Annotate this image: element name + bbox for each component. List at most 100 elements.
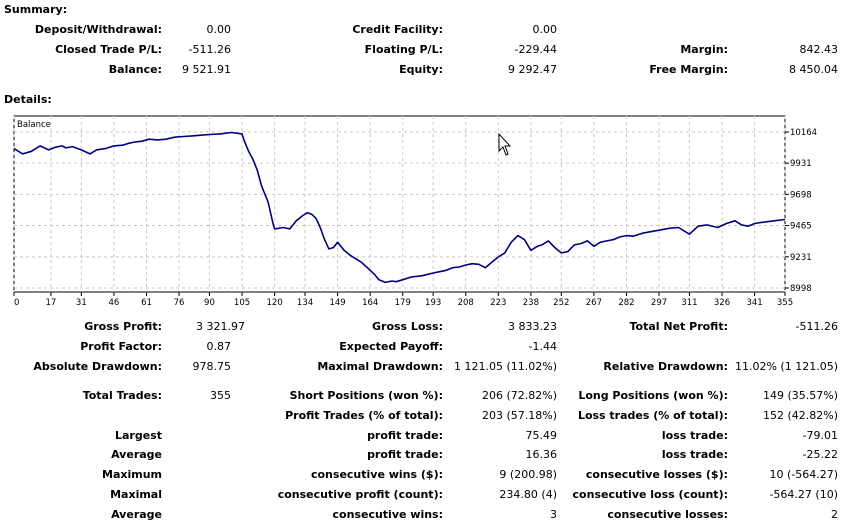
group-label-2: loss trade:	[661, 429, 728, 442]
expected-payoff-value: -1.44	[528, 340, 557, 353]
profit-factor-value: 0.87	[206, 340, 232, 353]
maximal-drawdown-label: Maximal Drawdown:	[317, 360, 443, 373]
closed-trade-pl-value: -511.26	[188, 43, 231, 56]
group-label-1: profit trade:	[367, 448, 443, 461]
group-value-2: -25.22	[802, 448, 838, 461]
group-label-1: consecutive wins:	[332, 508, 443, 521]
total-trades-value: 355	[210, 389, 231, 402]
x-tick-label: 208	[458, 298, 474, 308]
credit-facility-value: 0.00	[532, 23, 558, 36]
long-positions-value: 149 (35.57%)	[762, 389, 838, 402]
x-tick-label: 149	[329, 298, 345, 308]
y-tick-label: 10164	[790, 128, 817, 138]
chart-title: Balance	[17, 120, 51, 130]
x-tick-label: 134	[297, 298, 313, 308]
total-trades-label: Total Trades:	[82, 389, 162, 402]
y-tick-label: 8998	[790, 284, 812, 294]
y-axis: 10164 9931 9698 9465 9231 8998	[785, 128, 817, 294]
group-value-1: 234.80 (4)	[499, 488, 557, 501]
deposit-withdrawal-value: 0.00	[206, 23, 232, 36]
loss-trades-label: Loss trades (% of total):	[577, 409, 728, 422]
summary-heading: Summary:	[4, 3, 68, 16]
margin-label: Margin:	[680, 43, 728, 56]
group-name: Maximum	[102, 468, 162, 481]
balance-label: Balance:	[108, 63, 162, 76]
x-tick-label: 238	[523, 298, 539, 308]
group-label-2: consecutive losses ($):	[585, 468, 728, 481]
x-tick-label: 326	[714, 298, 730, 308]
balance-chart: Balance 10164 9931 9698 9465 9231 8998 0 17 31 4…	[13, 115, 817, 308]
x-tick-label: 193	[425, 298, 441, 308]
y-tick-label: 9465	[790, 222, 812, 232]
group-label-2: consecutive loss (count):	[572, 488, 728, 501]
group-value-1: 16.36	[525, 448, 558, 461]
chart-grid	[13, 116, 786, 292]
profit-trades-value: 203 (57.18%)	[481, 409, 557, 422]
x-tick-label: 267	[586, 298, 602, 308]
group-label-2: loss trade:	[661, 448, 728, 461]
equity-label: Equity:	[399, 63, 443, 76]
gross-loss-label: Gross Loss:	[372, 320, 443, 333]
x-tick-label: 179	[395, 298, 411, 308]
profit-trades-label: Profit Trades (% of total):	[285, 409, 443, 422]
short-positions-label: Short Positions (won %):	[289, 389, 443, 402]
group-name: Largest	[115, 429, 162, 442]
group-value-1: 9 (200.98)	[499, 468, 557, 481]
free-margin-label: Free Margin:	[649, 63, 728, 76]
gross-profit-label: Gross Profit:	[84, 320, 162, 333]
absolute-drawdown-label: Absolute Drawdown:	[33, 360, 162, 373]
x-tick-label: 17	[46, 298, 57, 308]
group-label-1: consecutive profit (count):	[277, 488, 443, 501]
total-net-profit-label: Total Net Profit:	[629, 320, 729, 333]
balance-value: 9 521.91	[182, 63, 231, 76]
details-heading: Details:	[4, 93, 52, 106]
closed-trade-pl-label: Closed Trade P/L:	[55, 43, 162, 56]
gross-loss-value: 3 833.23	[508, 320, 557, 333]
x-tick-label: 223	[490, 298, 506, 308]
loss-trades-value: 152 (42.82%)	[762, 409, 838, 422]
margin-value: 842.43	[799, 43, 839, 56]
x-tick-label: 105	[234, 298, 250, 308]
group-name: Average	[111, 508, 162, 521]
x-tick-label: 282	[618, 298, 634, 308]
x-tick-label: 164	[362, 298, 378, 308]
gross-profit-value: 3 321.97	[196, 320, 245, 333]
x-tick-label: 61	[141, 298, 152, 308]
deposit-withdrawal-label: Deposit/Withdrawal:	[34, 23, 162, 36]
group-label-1: consecutive wins ($):	[310, 468, 443, 481]
x-tick-label: 120	[267, 298, 283, 308]
floating-pl-label: Floating P/L:	[364, 43, 443, 56]
x-tick-label: 0	[14, 298, 19, 308]
absolute-drawdown-value: 978.75	[192, 360, 232, 373]
group-value-2: 2	[831, 508, 838, 521]
short-positions-value: 206 (72.82%)	[481, 389, 557, 402]
free-margin-value: 8 450.04	[789, 63, 838, 76]
y-tick-label: 9231	[790, 253, 812, 263]
total-net-profit-value: -511.26	[795, 320, 838, 333]
x-tick-label: 90	[204, 298, 215, 308]
group-value-1: 3	[550, 508, 557, 521]
y-tick-label: 9698	[790, 190, 812, 200]
group-value-2: -79.01	[802, 429, 838, 442]
x-tick-label: 76	[174, 298, 185, 308]
group-label-2: consecutive losses:	[607, 508, 728, 521]
profit-factor-label: Profit Factor:	[80, 340, 162, 353]
x-tick-label: 297	[651, 298, 667, 308]
x-tick-label: 311	[681, 298, 697, 308]
x-tick-label: 355	[777, 298, 793, 308]
long-positions-label: Long Positions (won %):	[578, 389, 728, 402]
x-axis: 0 17 31 46 61 76 90 105 120 134 149 164 179 193 208 223…	[13, 292, 793, 308]
group-value-2: 10 (-564.27)	[769, 468, 838, 481]
mouse-cursor-icon	[498, 132, 512, 156]
relative-drawdown-label: Relative Drawdown:	[603, 360, 728, 373]
group-label-1: profit trade:	[367, 429, 443, 442]
y-tick-label: 9931	[790, 159, 812, 169]
chart-plot-area	[13, 115, 786, 293]
floating-pl-value: -229.44	[514, 43, 557, 56]
group-value-1: 75.49	[525, 429, 558, 442]
group-value-2: -564.27 (10)	[769, 488, 838, 501]
x-tick-label: 341	[746, 298, 762, 308]
expected-payoff-label: Expected Payoff:	[339, 340, 443, 353]
relative-drawdown-value: 11.02% (1 121.05)	[734, 360, 838, 373]
balance-series-line	[13, 131, 786, 284]
